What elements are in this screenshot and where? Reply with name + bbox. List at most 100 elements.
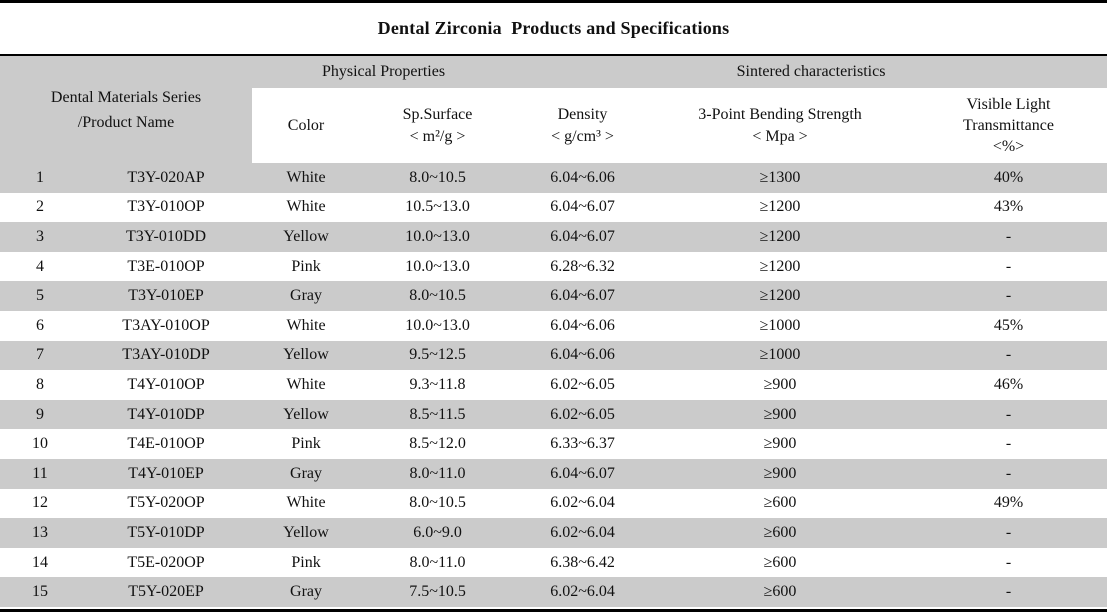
cell-transmittance: - (1005, 553, 1012, 571)
cell-density: 6.28~6.32 (550, 257, 615, 275)
cell-bending-strength: ≥1200 (759, 198, 801, 216)
header-group-row: Dental Materials Series /Product Name Ph… (0, 56, 1107, 163)
cell-product-name: T3Y-010DD (126, 227, 206, 245)
header-col-transmittance-label2: Transmittance (963, 117, 1054, 134)
cell-row-number: 4 (36, 257, 44, 275)
header-col-bending-strength: 3-Point Bending Strength < Mpa > (650, 88, 911, 163)
cell-density: 6.02~6.05 (550, 405, 615, 423)
cell-bending-strength: ≥600 (763, 553, 797, 571)
cell-color: White (286, 198, 326, 216)
cell-row-number: 12 (32, 494, 48, 512)
cell-color: Gray (290, 287, 322, 305)
cell-color: White (286, 316, 326, 334)
cell-color: Pink (291, 435, 321, 453)
cell-transmittance: - (1005, 227, 1012, 245)
cell-sp-surface: 8.5~12.0 (409, 435, 466, 453)
cell-sp-surface: 10.0~13.0 (405, 257, 470, 275)
cell-row-number: 8 (36, 375, 44, 393)
cell-row-number: 3 (36, 227, 44, 245)
cell-density: 6.04~6.07 (550, 198, 615, 216)
cell-color: Gray (290, 464, 322, 482)
cell-sp-surface: 7.5~10.5 (409, 583, 466, 601)
cell-bending-strength: ≥1200 (759, 287, 801, 305)
cell-row-number: 1 (36, 168, 44, 186)
table-row: 1 T3Y-020AP White 8.0~10.5 6.04~6.06 ≥13… (0, 163, 1107, 193)
cell-color: White (286, 375, 326, 393)
table-row: 11 T4Y-010EP Gray 8.0~11.0 6.04~6.07 ≥90… (0, 458, 1107, 489)
cell-density: 6.04~6.06 (550, 168, 615, 186)
table-row: 15 T5Y-020EP Gray 7.5~10.5 6.02~6.04 ≥60… (0, 577, 1107, 607)
table-row: 9 T4Y-010DP Yellow 8.5~11.5 6.02~6.05 ≥9… (0, 399, 1107, 430)
cell-row-number: 15 (32, 583, 48, 601)
cell-product-name: T3E-010OP (127, 257, 205, 275)
table-row: 13 T5Y-010DP Yellow 6.0~9.0 6.02~6.04 ≥6… (0, 518, 1107, 548)
cell-product-name: T4E-010OP (127, 435, 205, 453)
cell-bending-strength: ≥900 (763, 405, 797, 423)
cell-sp-surface: 9.3~11.8 (409, 375, 466, 393)
cell-transmittance: - (1005, 346, 1012, 364)
header-col-bending-strength-label: 3-Point Bending Strength (698, 105, 862, 123)
cell-sp-surface: 10.0~13.0 (405, 316, 470, 334)
cell-product-name: T5Y-020OP (127, 494, 205, 512)
cell-sp-surface: 8.0~11.0 (409, 464, 466, 482)
cell-product-name: T3AY-010OP (122, 316, 210, 334)
table-header: Dental Materials Series /Product Name Ph… (0, 56, 1107, 163)
cell-color: Yellow (283, 405, 329, 423)
cell-product-name: T4Y-010DP (127, 405, 205, 423)
table-row: 7 T3AY-010DP Yellow 9.5~12.5 6.04~6.06 ≥… (0, 340, 1107, 371)
cell-sp-surface: 8.0~10.5 (409, 168, 466, 186)
cell-product-name: T3Y-010OP (127, 198, 205, 216)
header-row-label-line2: /Product Name (77, 113, 175, 131)
header-col-transmittance-label1: Visible Light (966, 96, 1051, 113)
cell-color: Pink (291, 257, 321, 275)
cell-product-name: T4Y-010OP (127, 375, 205, 393)
cell-color: White (286, 168, 326, 186)
title-band: Dental Zirconia Products and Specificati… (0, 3, 1107, 56)
cell-row-number: 13 (32, 523, 48, 541)
cell-bending-strength: ≥1200 (759, 257, 801, 275)
table-row: 2 T3Y-010OP White 10.5~13.0 6.04~6.07 ≥1… (0, 192, 1107, 223)
header-group-sintered-characteristics: Sintered characteristics (515, 56, 1107, 88)
cell-row-number: 6 (36, 316, 44, 334)
cell-bending-strength: ≥900 (763, 464, 797, 482)
header-col-bending-strength-unit: < Mpa > (752, 127, 808, 145)
cell-row-number: 2 (36, 198, 44, 216)
cell-bending-strength: ≥1000 (759, 316, 801, 334)
cell-transmittance: 49% (993, 494, 1024, 512)
cell-bending-strength: ≥600 (763, 523, 797, 541)
cell-product-name: T4Y-010EP (128, 464, 204, 482)
cell-row-number: 5 (36, 287, 44, 305)
cell-transmittance: - (1005, 583, 1012, 601)
table-row: 8 T4Y-010OP White 9.3~11.8 6.02~6.05 ≥90… (0, 370, 1107, 400)
cell-product-name: T5Y-020EP (128, 583, 204, 601)
cell-color: Yellow (283, 523, 329, 541)
cell-product-name: T3AY-010DP (122, 346, 210, 364)
cell-density: 6.02~6.04 (550, 583, 615, 601)
header-col-color: Color (252, 88, 361, 163)
cell-transmittance: 46% (993, 375, 1024, 393)
cell-bending-strength: ≥600 (763, 583, 797, 601)
table-body: 1 T3Y-020AP White 8.0~10.5 6.04~6.06 ≥13… (0, 163, 1107, 607)
cell-bending-strength: ≥600 (763, 494, 797, 512)
cell-sp-surface: 8.0~11.0 (409, 553, 466, 571)
cell-color: Pink (291, 553, 321, 571)
cell-transmittance: 45% (993, 316, 1024, 334)
table-row: 14 T5E-020OP Pink 8.0~11.0 6.38~6.42 ≥60… (0, 547, 1107, 578)
cell-color: Gray (290, 583, 322, 601)
cell-transmittance: - (1005, 464, 1012, 482)
cell-density: 6.02~6.05 (550, 375, 615, 393)
cell-density: 6.04~6.06 (550, 316, 615, 334)
header-group-physical-properties: Physical Properties (252, 56, 516, 88)
cell-bending-strength: ≥900 (763, 435, 797, 453)
header-row-label: Dental Materials Series /Product Name (0, 56, 253, 163)
header-row-label-line1: Dental Materials Series (50, 88, 202, 106)
cell-transmittance: - (1005, 435, 1012, 453)
cell-row-number: 11 (32, 464, 48, 482)
table-row: 6 T3AY-010OP White 10.0~13.0 6.04~6.06 ≥… (0, 310, 1107, 341)
cell-density: 6.33~6.37 (550, 435, 615, 453)
cell-density: 6.04~6.07 (550, 464, 615, 482)
header-col-sp-surface-label: Sp.Surface (402, 105, 473, 123)
cell-product-name: T3Y-010EP (128, 287, 204, 305)
cell-row-number: 7 (36, 346, 44, 364)
